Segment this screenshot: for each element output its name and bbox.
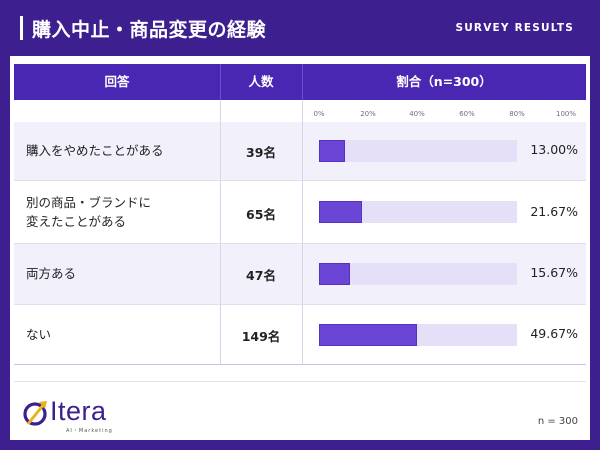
answer-line: 別の商品・ブランドに bbox=[26, 195, 152, 210]
answer-label: 別の商品・ブランドに 変えたことがある bbox=[26, 193, 151, 231]
title-accent-bar bbox=[20, 16, 23, 40]
itera-logo: Itera AI・Marketing bbox=[22, 396, 142, 436]
answer-line: 変えたことがある bbox=[26, 214, 127, 229]
scale-tick: 60% bbox=[459, 110, 475, 118]
content-card: 回答 人数 割合（n=300） 0% 20% 40% 60% 80% 100% … bbox=[10, 56, 590, 440]
scale-tick: 40% bbox=[409, 110, 425, 118]
percent-value: 13.00% bbox=[530, 142, 578, 157]
logo-mark-icon bbox=[23, 401, 47, 426]
logo-tagline: AI・Marketing bbox=[66, 428, 113, 434]
answer-line: ない bbox=[26, 327, 52, 342]
bar-fill bbox=[319, 324, 418, 346]
column-header-ratio: 割合（n=300） bbox=[396, 74, 492, 89]
table-row: 別の商品・ブランドに 変えたことがある 65名 21.67% bbox=[14, 181, 586, 243]
bar-track bbox=[319, 263, 517, 285]
count-value: 149名 bbox=[241, 329, 281, 344]
table-row: 両方ある 47名 15.67% bbox=[14, 244, 586, 304]
survey-results-tag: SURVEY RESULTS bbox=[455, 22, 574, 34]
results-table: 回答 人数 割合（n=300） 0% 20% 40% 60% 80% 100% … bbox=[14, 64, 586, 365]
percent-value: 49.67% bbox=[530, 326, 578, 341]
answer-label: 購入をやめたことがある bbox=[26, 141, 164, 160]
scale-tick: 20% bbox=[360, 110, 376, 118]
page-title: 購入中止・商品変更の経験 bbox=[32, 19, 267, 41]
sample-size-note: n = 300 bbox=[537, 416, 578, 427]
bar-track bbox=[319, 324, 517, 346]
row-divider bbox=[14, 304, 586, 305]
logo-wordmark: Itera bbox=[50, 396, 107, 426]
count-value: 47名 bbox=[246, 268, 276, 283]
scale-tick: 80% bbox=[509, 110, 525, 118]
column-header-answer: 回答 bbox=[104, 74, 130, 89]
table-row: ない 149名 49.67% bbox=[14, 305, 586, 364]
row-divider bbox=[14, 180, 586, 181]
percent-value: 15.67% bbox=[530, 265, 578, 280]
answer-label: ない bbox=[26, 325, 51, 344]
table-row: 購入をやめたことがある 39名 13.00% bbox=[14, 122, 586, 180]
bar-fill bbox=[319, 263, 351, 285]
column-divider bbox=[220, 100, 221, 364]
column-header-count: 人数 bbox=[248, 74, 274, 89]
scale-tick: 100% bbox=[555, 110, 577, 118]
bar-track bbox=[319, 201, 517, 223]
footer-divider bbox=[14, 381, 586, 382]
scale-tick: 0% bbox=[313, 110, 325, 118]
slide-header: 購入中止・商品変更の経験 SURVEY RESULTS bbox=[0, 0, 600, 62]
header-divider bbox=[220, 64, 221, 100]
bar-fill bbox=[319, 140, 345, 162]
bar-track bbox=[319, 140, 517, 162]
percent-scale-row: 0% 20% 40% 60% 80% 100% bbox=[14, 100, 586, 122]
answer-label: 両方ある bbox=[26, 264, 76, 283]
table-header: 回答 人数 割合（n=300） bbox=[14, 64, 586, 100]
bar-fill bbox=[319, 201, 362, 223]
count-value: 65名 bbox=[246, 207, 276, 222]
answer-line: 両方ある bbox=[26, 266, 77, 281]
answer-line: 購入をやめたことがある bbox=[26, 143, 164, 158]
row-divider bbox=[14, 243, 586, 244]
count-value: 39名 bbox=[246, 145, 276, 160]
column-divider bbox=[302, 100, 303, 364]
percent-value: 21.67% bbox=[530, 204, 578, 219]
header-divider bbox=[302, 64, 303, 100]
table-bottom-border bbox=[14, 364, 586, 365]
